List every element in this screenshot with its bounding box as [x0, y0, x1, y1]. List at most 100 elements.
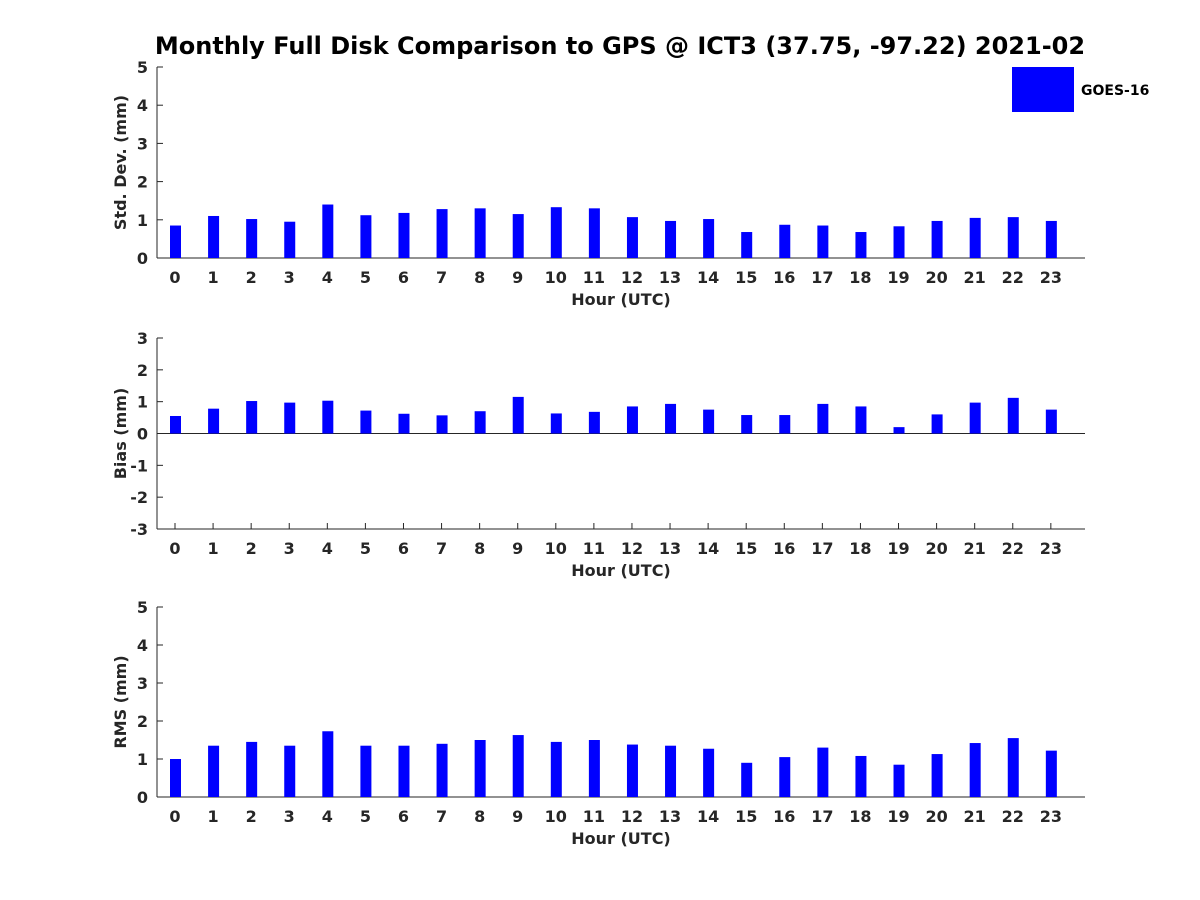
- std-dev-x-tick-label: 20: [925, 268, 947, 287]
- std-dev-y-tick-label: 3: [137, 134, 148, 153]
- std-dev-x-tick-label: 1: [208, 268, 219, 287]
- bias-x-tick-label: 8: [474, 539, 485, 558]
- bias-x-tick-label: 3: [284, 539, 295, 558]
- rms-bar: [741, 762, 753, 797]
- bias-x-tick-label: 19: [887, 539, 909, 558]
- rms-bar: [322, 731, 334, 797]
- bias-x-tick-label: 11: [583, 539, 605, 558]
- bias-x-tick-label: 7: [436, 539, 447, 558]
- bias-y-tick-label: 1: [137, 393, 148, 412]
- rms-bar: [436, 743, 448, 797]
- legend-swatch-goes-16: [1012, 67, 1074, 112]
- std-dev-x-tick-label: 15: [735, 268, 757, 287]
- bias-bar: [474, 411, 486, 434]
- bias-y-tick-label: -1: [130, 456, 148, 475]
- bias-y-tick-label: 2: [137, 361, 148, 380]
- bias-bar: [1045, 409, 1057, 434]
- bias-x-tick-label: 12: [621, 539, 643, 558]
- bias-bar: [817, 403, 829, 434]
- bias-bar: [284, 402, 296, 434]
- rms-y-tick-label: 4: [137, 636, 148, 655]
- std-dev-bar: [170, 225, 181, 258]
- legend: GOES-16: [1012, 67, 1149, 112]
- std-dev-bar: [208, 215, 220, 258]
- bias-x-tick-label: 0: [169, 539, 180, 558]
- rms-x-tick-label: 13: [659, 807, 681, 826]
- std-dev-x-tick-label: 17: [811, 268, 833, 287]
- std-dev-bar: [322, 204, 334, 258]
- std-dev-bar: [626, 217, 638, 258]
- std-dev-x-tick-label: 22: [1002, 268, 1024, 287]
- bias-bar: [170, 415, 181, 434]
- rms-y-tick-label: 1: [137, 750, 148, 769]
- bias-x-tick-label: 20: [925, 539, 947, 558]
- std-dev-bar: [474, 208, 486, 258]
- bias-x-tick-label: 15: [735, 539, 757, 558]
- rms-bar: [588, 740, 600, 797]
- std-dev-x-tick-label: 11: [583, 268, 605, 287]
- std-dev-bar: [817, 225, 829, 258]
- std-dev-x-tick-label: 7: [436, 268, 447, 287]
- rms-bar: [1045, 750, 1057, 797]
- std-dev-x-tick-label: 6: [398, 268, 409, 287]
- bias-bar: [703, 409, 715, 434]
- bias-bar: [969, 402, 981, 434]
- bias-x-tick-label: 14: [697, 539, 719, 558]
- std-dev-bar: [893, 226, 905, 258]
- std-dev-bar: [855, 232, 867, 258]
- bias-bar: [931, 414, 943, 434]
- bias-bar: [588, 411, 600, 434]
- rms-y-tick-label: 3: [137, 674, 148, 693]
- rms-bar: [817, 747, 829, 797]
- rms-x-tick-label: 17: [811, 807, 833, 826]
- rms-x-tick-label: 1: [208, 807, 219, 826]
- bias-x-tick-label: 22: [1002, 539, 1024, 558]
- rms-y-tick-label: 5: [137, 598, 148, 617]
- bias-x-tick-label: 13: [659, 539, 681, 558]
- bias-x-axis-label: Hour (UTC): [571, 561, 671, 580]
- std-dev-bar: [1007, 217, 1019, 258]
- std-dev-x-tick-label: 4: [322, 268, 333, 287]
- bias-x-tick-label: 21: [964, 539, 986, 558]
- rms-x-tick-label: 15: [735, 807, 757, 826]
- bias-x-tick-label: 9: [512, 539, 523, 558]
- std-dev-bar: [550, 207, 562, 258]
- rms-y-tick-label: 2: [137, 712, 148, 731]
- rms-x-tick-label: 0: [169, 807, 180, 826]
- std-dev-x-tick-label: 12: [621, 268, 643, 287]
- bias-bar: [550, 413, 562, 434]
- rms-bar: [360, 745, 372, 797]
- bias-bar: [398, 413, 410, 434]
- bias-bar: [893, 427, 905, 434]
- std-dev-y-tick-label: 5: [137, 58, 148, 77]
- rms-bar: [626, 744, 638, 797]
- std-dev-bar: [512, 214, 524, 258]
- std-dev-x-tick-label: 8: [474, 268, 485, 287]
- std-dev-bar: [398, 212, 410, 258]
- bias-x-tick-label: 2: [246, 539, 257, 558]
- rms-x-tick-label: 18: [849, 807, 871, 826]
- std-dev-bar: [741, 232, 753, 258]
- rms-x-tick-label: 21: [964, 807, 986, 826]
- rms-x-tick-label: 11: [583, 807, 605, 826]
- std-dev-x-tick-label: 16: [773, 268, 795, 287]
- bias-bar: [322, 400, 334, 434]
- rms-x-tick-label: 4: [322, 807, 333, 826]
- std-dev-x-tick-label: 9: [512, 268, 523, 287]
- std-dev-bar: [1045, 220, 1057, 258]
- std-dev-y-tick-label: 0: [137, 249, 148, 268]
- bias-x-tick-label: 16: [773, 539, 795, 558]
- rms-x-axis-label: Hour (UTC): [571, 829, 671, 848]
- bias-x-tick-label: 17: [811, 539, 833, 558]
- std-dev-y-tick-label: 4: [137, 96, 148, 115]
- rms-bar: [208, 745, 220, 797]
- std-dev-bar: [588, 208, 600, 258]
- rms-x-tick-label: 10: [545, 807, 567, 826]
- std-dev-x-tick-label: 21: [964, 268, 986, 287]
- bias-bar: [208, 408, 220, 434]
- rms-bar: [1007, 738, 1019, 797]
- std-dev-x-tick-label: 2: [246, 268, 257, 287]
- rms-x-tick-label: 12: [621, 807, 643, 826]
- rms-y-tick-label: 0: [137, 788, 148, 807]
